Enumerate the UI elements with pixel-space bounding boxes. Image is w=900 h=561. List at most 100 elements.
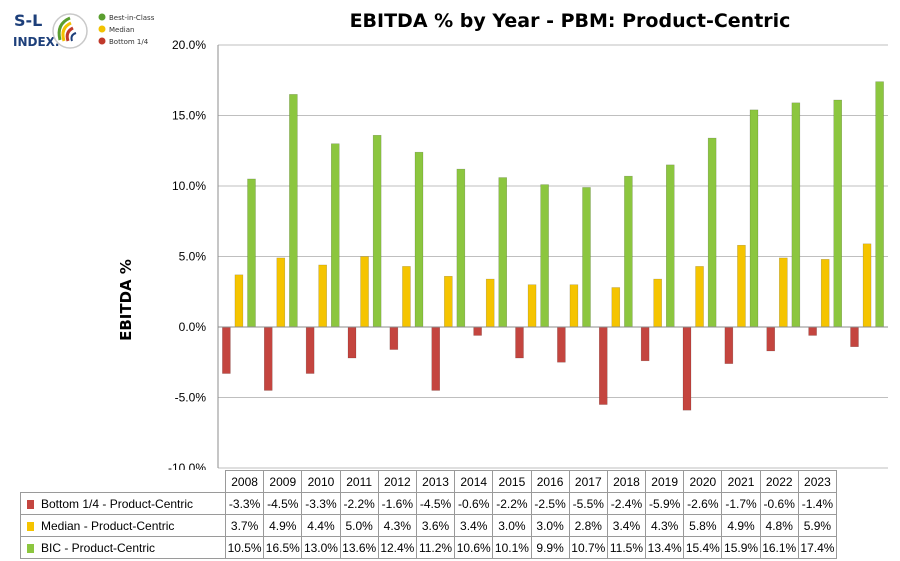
series-label: Bottom 1/4 - Product-Centric — [20, 492, 226, 515]
data-label: -1.6% — [377, 492, 417, 515]
data-label: 4.4% — [301, 514, 341, 537]
y-axis-label: EBITDA % — [117, 259, 135, 341]
bar-bic — [707, 137, 717, 328]
data-label: 5.0% — [339, 514, 379, 537]
legend-swatch — [27, 543, 34, 553]
bar-median — [402, 266, 411, 328]
y-tick-label: -10.0% — [168, 461, 206, 470]
data-label: 4.3% — [645, 514, 685, 537]
table-row: Bottom 1/4 - Product-Centric -3.3% -4.5% -3… — [20, 492, 838, 515]
data-label: 11.2% — [415, 536, 456, 559]
bar-median — [653, 278, 662, 328]
data-label: 16.5% — [263, 536, 303, 559]
logo-legend-label: Best-in-Class — [109, 14, 155, 22]
chart-title: EBITDA % by Year - PBM: Product-Centric — [349, 10, 791, 32]
year-header: 2019 — [645, 470, 685, 493]
y-tick-label: 5.0% — [179, 250, 207, 264]
data-label: 10.1% — [492, 536, 532, 559]
data-label: -0.6% — [454, 492, 494, 515]
data-label: 2.8% — [568, 514, 608, 537]
bar-bic — [372, 134, 382, 328]
bar-bottom-quarter — [222, 326, 231, 374]
bar-bottom-quarter — [766, 326, 775, 352]
y-tick-label: 10.0% — [172, 179, 206, 193]
logo-legend-dot — [98, 25, 106, 33]
data-label: 16.1% — [759, 536, 799, 559]
bar-bottom-quarter — [557, 326, 566, 363]
data-label: -5.5% — [568, 492, 608, 515]
year-header: 2022 — [759, 470, 799, 493]
logo-legend-dot — [98, 37, 106, 45]
bar-bic — [875, 81, 884, 328]
data-label: 4.9% — [263, 514, 303, 537]
data-label: -1.4% — [797, 492, 838, 515]
bar-bic — [833, 99, 842, 328]
data-label: 3.4% — [606, 514, 647, 537]
bar-median — [318, 264, 327, 328]
data-label: 5.9% — [797, 514, 838, 537]
bar-median — [276, 257, 286, 328]
data-label: -5.9% — [645, 492, 685, 515]
bar-bottom-quarter — [515, 326, 524, 359]
year-header: 2010 — [301, 470, 341, 493]
data-label: -4.5% — [415, 492, 456, 515]
bar-bottom-quarter — [473, 326, 482, 336]
data-label: 10.6% — [454, 536, 494, 559]
data-label: 12.4% — [377, 536, 417, 559]
data-label: -2.4% — [606, 492, 647, 515]
data-label: 5.8% — [683, 514, 723, 537]
data-label: 4.9% — [721, 514, 761, 537]
series-label: Median - Product-Centric — [20, 514, 226, 537]
logo-legend-dot — [98, 13, 106, 21]
logo-brand-bottom: INDEX. — [13, 35, 59, 49]
y-tick-label: 0.0% — [179, 320, 207, 334]
bar-median — [695, 266, 704, 328]
data-label: -0.6% — [759, 492, 799, 515]
data-label: -2.6% — [683, 492, 723, 515]
series-label: BIC - Product-Centric — [20, 536, 226, 559]
table-row: Median - Product-Centric 3.7% 4.9% 4.4% 5.0%… — [20, 514, 838, 537]
year-header: 2021 — [721, 470, 761, 493]
data-label: 3.6% — [415, 514, 456, 537]
table-row: BIC - Product-Centric 10.5% 16.5% 13.0% 13.6… — [20, 536, 838, 559]
data-label: 10.7% — [568, 536, 608, 559]
bar-bic — [540, 184, 549, 328]
data-label: 10.5% — [224, 536, 265, 559]
bar-bic — [498, 177, 507, 328]
data-label: -4.5% — [263, 492, 303, 515]
table-header-row: 2008 2009 2010 2011 2012 2013 2014 2015 2016 2017… — [21, 470, 838, 493]
bar-bottom-quarter — [640, 326, 650, 362]
bar-bic — [582, 187, 591, 328]
data-label: -2.2% — [339, 492, 379, 515]
bar-median — [611, 287, 621, 328]
data-label: 3.4% — [454, 514, 494, 537]
y-tick-label: 20.0% — [172, 38, 206, 52]
y-tick-label: 15.0% — [172, 109, 206, 123]
bar-median — [234, 274, 244, 328]
year-header: 2011 — [339, 470, 379, 493]
bar-bic — [666, 164, 675, 328]
year-header: 2008 — [224, 470, 265, 493]
data-label: 3.0% — [530, 514, 570, 537]
data-label: 15.4% — [683, 536, 723, 559]
bar-bottom-quarter — [682, 326, 692, 411]
year-header: 2020 — [683, 470, 723, 493]
data-label: 11.5% — [606, 536, 647, 559]
data-label: 17.4% — [797, 536, 838, 559]
logo-legend-label: Bottom 1/4 — [109, 38, 149, 46]
bar-median — [527, 284, 537, 328]
logo-swirl-icon — [52, 13, 88, 49]
data-label: 15.9% — [721, 536, 761, 559]
data-label: -1.7% — [721, 492, 761, 515]
year-header: 2015 — [492, 470, 532, 493]
bar-bottom-quarter — [347, 326, 357, 359]
bar-bottom-quarter — [808, 326, 817, 336]
year-header: 2014 — [454, 470, 494, 493]
year-header: 2017 — [568, 470, 608, 493]
logo-brand-top: S-L — [14, 11, 42, 30]
bar-bic — [414, 151, 424, 328]
legend-swatch — [27, 521, 34, 531]
data-label: 13.0% — [301, 536, 341, 559]
bar-median — [485, 278, 495, 328]
table-corner — [21, 471, 226, 493]
